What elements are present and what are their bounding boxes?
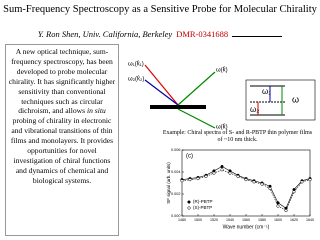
data-point <box>196 177 200 181</box>
level-label: ω₁ <box>262 87 271 96</box>
data-point <box>212 171 216 175</box>
legend-label: (R)-PBTP <box>193 199 213 204</box>
chart: 1480 1500 1520 1540 1560 1580 1600 1620 1640 0.00… <box>166 148 314 230</box>
legend-marker <box>187 200 191 204</box>
x-tick-label: 1500 <box>194 218 202 222</box>
abstract-text: probing of chirality in electronic and v… <box>10 116 114 185</box>
y-axis-label: SF signal (arb. units) <box>166 162 171 204</box>
data-point <box>292 190 296 194</box>
beam <box>177 71 216 106</box>
data-point <box>308 178 312 182</box>
abstract: A new optical technique, sum-frequency s… <box>5 44 119 236</box>
y-tick-label: 0.006 <box>171 148 181 152</box>
data-point <box>268 186 272 191</box>
x-tick-label: 1580 <box>258 218 266 222</box>
beam-label: ω(k̂) <box>216 125 228 131</box>
level-label: ω <box>292 94 299 104</box>
data-point <box>276 204 280 208</box>
x-tick-label: 1520 <box>210 218 218 222</box>
legend-label: (S)-PBTP <box>193 205 212 210</box>
panel-label: (c) <box>186 154 193 160</box>
data-point <box>180 179 184 183</box>
data-point <box>260 182 264 186</box>
y-tick-label: 0.002 <box>171 192 181 196</box>
data-point <box>252 180 256 184</box>
legend-marker <box>187 206 191 210</box>
data-point <box>284 208 288 213</box>
x-tick-label: 1540 <box>226 218 234 222</box>
sample <box>150 105 206 109</box>
abstract-emphasis: in situ <box>86 106 106 116</box>
beam-label: ω₁(k̂₁) <box>128 62 144 68</box>
beam <box>144 64 179 106</box>
abstract-text: A new optical technique, sum-frequency s… <box>8 47 116 116</box>
x-tick-label: 1640 <box>306 218 314 222</box>
data-point <box>228 171 232 175</box>
beam <box>144 79 179 106</box>
grant: DMR-0341688 <box>176 29 229 39</box>
byline: Y. Ron Shen, Univ. California, Berkeley D… <box>0 29 320 39</box>
author: Y. Ron Shen, Univ. California, Berkeley <box>37 29 173 39</box>
data-point <box>276 201 280 205</box>
title: Sum-Frequency Spectroscopy as a Sensitiv… <box>3 4 317 15</box>
x-tick-label: 1620 <box>290 218 298 222</box>
data-point <box>188 178 192 182</box>
level-label: ω₂ <box>250 105 259 114</box>
data-point <box>300 180 304 184</box>
x-tick-label: 1560 <box>242 218 250 222</box>
y-tick-label: 0.000 <box>171 214 181 218</box>
data-point <box>244 178 248 182</box>
data-point <box>220 164 224 169</box>
x-tick-label: 1600 <box>274 218 282 222</box>
underline <box>232 36 283 37</box>
y-tick-label: 0.004 <box>171 170 181 174</box>
beam <box>177 108 216 129</box>
level-box <box>245 79 316 121</box>
beam-label: ω₂(k̂₂) <box>128 77 144 83</box>
beam-label: ω(k̂) <box>216 68 228 74</box>
data-point <box>236 174 240 178</box>
x-tick-label: 1480 <box>178 218 186 222</box>
x-axis-label: Wave number (cm⁻¹) <box>223 224 270 230</box>
data-point <box>204 174 208 178</box>
example-caption: Example: Chiral spectra of S- and R-PBTP… <box>162 130 313 143</box>
data-point <box>220 168 224 172</box>
